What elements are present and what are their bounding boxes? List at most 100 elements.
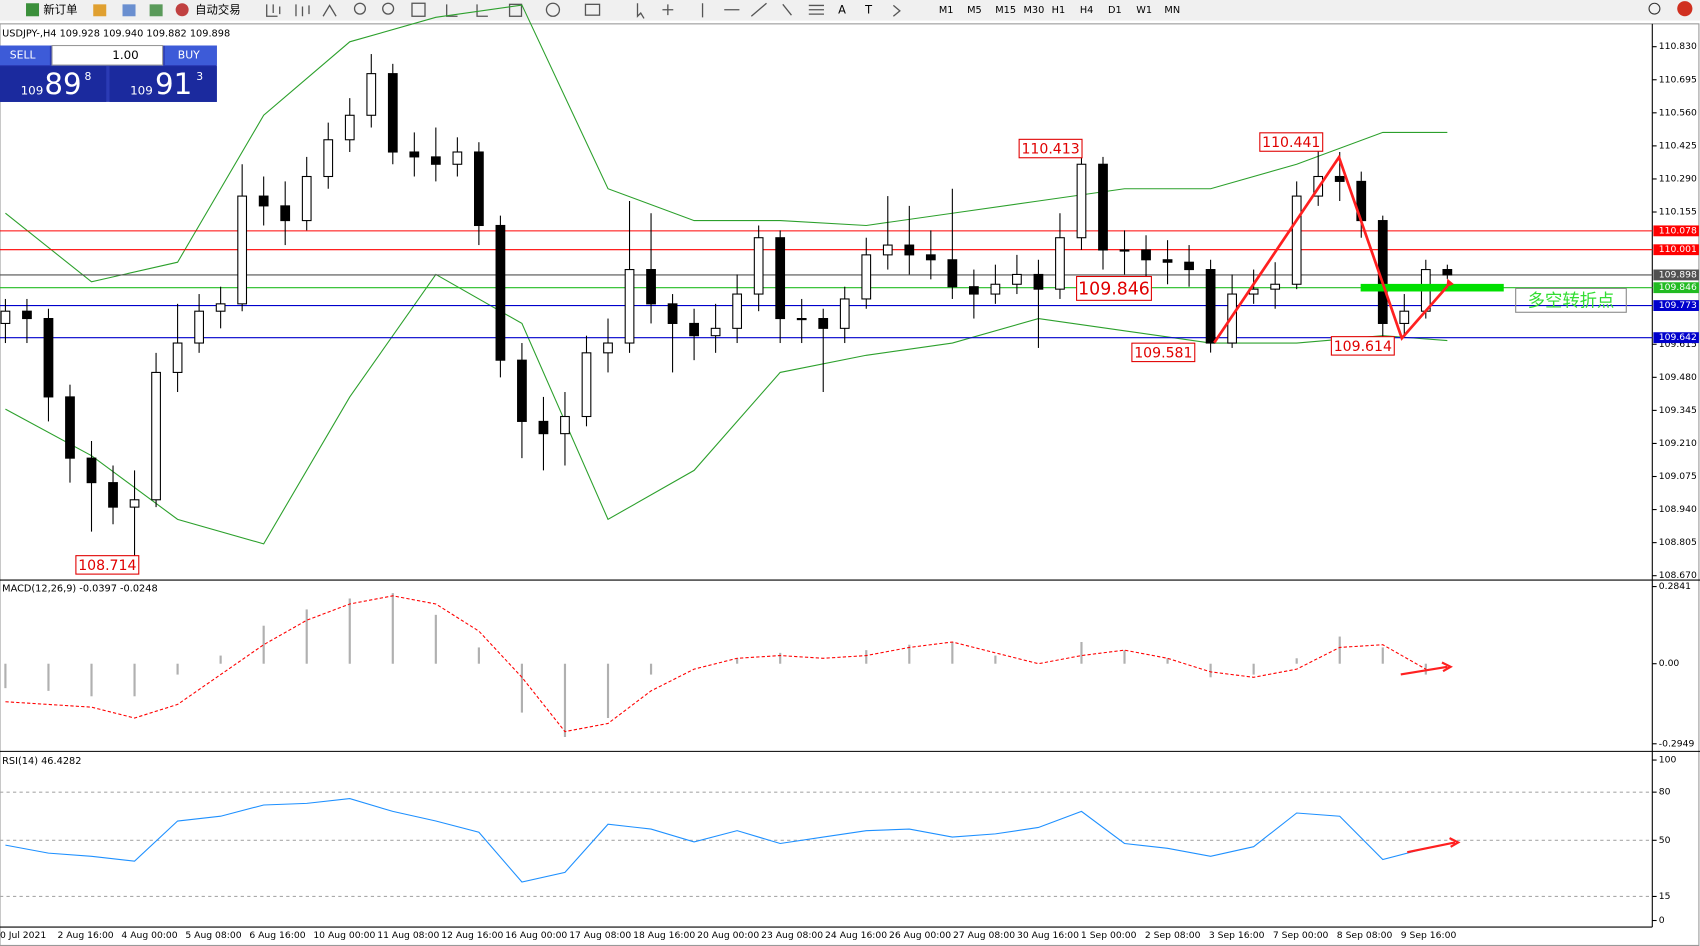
text-tool[interactable]: A: [838, 2, 846, 16]
new-order-button[interactable]: 新订单: [43, 2, 77, 16]
periods[interactable]: [545, 2, 561, 17]
candle-body: [947, 259, 958, 288]
y-tick-label: 109.345: [1659, 405, 1697, 416]
level-tag: [1653, 269, 1699, 281]
candle-body: [65, 396, 75, 459]
tool-icon[interactable]: [322, 4, 337, 17]
tile[interactable]: [411, 2, 426, 17]
buy-label[interactable]: BUY: [178, 48, 200, 61]
candle-body: [818, 318, 829, 329]
y-tick-label: -0.2949: [1659, 738, 1695, 749]
price-annotation-box: [1018, 138, 1083, 159]
candle-body: [301, 175, 312, 222]
timeframe-button[interactable]: H4: [1080, 5, 1094, 16]
sell-button[interactable]: [0, 45, 50, 66]
rsi-title: RSI(14) 46.4282: [2, 756, 81, 767]
y-tick-label: 110.830: [1659, 41, 1697, 52]
candle-body: [1055, 237, 1065, 290]
candle-body: [237, 195, 248, 305]
zoom-in[interactable]: [353, 2, 367, 15]
time-label: 2 Sep 08:00: [1145, 930, 1201, 941]
time-label: 24 Aug 16:00: [825, 930, 887, 941]
candle-body: [1399, 310, 1410, 324]
indicators[interactable]: [508, 3, 523, 17]
candle-body: [1012, 273, 1022, 285]
sell-label[interactable]: SELL: [10, 48, 36, 61]
timeframe-button[interactable]: M1: [939, 5, 954, 16]
lots-value[interactable]: 1.00: [112, 48, 139, 62]
candle-body: [968, 286, 979, 295]
candle-body: [904, 244, 915, 256]
time-label: 7 Sep 00:00: [1273, 930, 1329, 941]
rsi-line: [5, 798, 1426, 883]
candle-body: [560, 415, 570, 435]
zoom-out[interactable]: [382, 2, 395, 15]
timeframe-button[interactable]: M5: [967, 5, 982, 16]
candle-body: [732, 293, 743, 329]
time-label: 16 Aug 00:00: [505, 930, 567, 941]
candle-body: [1291, 195, 1302, 285]
tool-icon[interactable]: [149, 4, 163, 17]
ask-box[interactable]: [109, 66, 217, 102]
bid-main: 89: [44, 67, 81, 101]
candle-body: [839, 298, 850, 329]
timeframe-button[interactable]: MN: [1164, 5, 1180, 16]
ask-main: 91: [155, 67, 192, 101]
candle-body: [194, 310, 204, 344]
auto-trading-button[interactable]: 自动交易: [195, 2, 240, 16]
candle-body: [1205, 269, 1216, 344]
trend-arrow: [1446, 278, 1454, 288]
buy-button[interactable]: [164, 45, 217, 66]
candle-body: [172, 342, 183, 373]
level-label: 109.898: [1659, 269, 1697, 280]
candle-body: [796, 318, 807, 321]
price-annotation-box: [1259, 132, 1324, 152]
candle-body: [1098, 163, 1108, 251]
rsi-arrow: [1407, 837, 1461, 854]
candle-body: [861, 254, 872, 300]
candle-body: [581, 352, 592, 418]
y-tick-label: 110.425: [1659, 140, 1697, 151]
label-tool[interactable]: T: [864, 2, 872, 16]
bid-box[interactable]: [0, 66, 107, 102]
lots-input[interactable]: [51, 44, 164, 66]
drawing-tools[interactable]: [636, 2, 901, 19]
candle-body: [1270, 283, 1281, 290]
candle-body: [1227, 293, 1237, 344]
search[interactable]: [1648, 2, 1661, 15]
time-label: 20 Aug 00:00: [697, 930, 759, 941]
level-tag: [1653, 225, 1699, 237]
candle-body: [366, 73, 377, 116]
bollinger-upper: [5, 4, 1448, 283]
time-label: 18 Aug 16:00: [633, 930, 695, 941]
tool-icon[interactable]: [295, 4, 310, 17]
y-tick-label: 0.00: [1659, 658, 1680, 669]
alerts[interactable]: [1677, 1, 1693, 17]
note-box: [1515, 287, 1627, 313]
candle-body: [129, 499, 140, 508]
timeframe-button[interactable]: W1: [1136, 5, 1152, 16]
tool-icon[interactable]: [266, 4, 281, 17]
time-label: 3 Sep 16:00: [1209, 930, 1265, 941]
y-tick-label: 110.155: [1659, 207, 1697, 218]
y-tick-label: 50: [1659, 835, 1671, 846]
price-annotation-box: [1330, 336, 1395, 356]
y-tick-label: 108.670: [1659, 570, 1697, 581]
price-annotation: 110.413: [1021, 142, 1079, 158]
macd-title: MACD(12,26,9) -0.0397 -0.0248: [2, 584, 158, 595]
timeframe-button[interactable]: M15: [995, 5, 1016, 16]
auto-trading-icon[interactable]: [175, 3, 189, 17]
time-label: 9 Sep 16:00: [1401, 930, 1457, 941]
tool-icon[interactable]: [122, 4, 136, 17]
candle-body: [22, 310, 32, 320]
new-order-icon[interactable]: [26, 3, 40, 17]
chart-tools[interactable]: [266, 2, 901, 19]
tool-icon[interactable]: [93, 4, 107, 17]
y-tick-label: 109.615: [1659, 339, 1697, 350]
timeframe-button[interactable]: M30: [1023, 5, 1044, 16]
price-annotation-box: [1076, 275, 1152, 301]
y-tick-label: 0.2841: [1659, 581, 1691, 592]
timeframe-button[interactable]: H1: [1052, 5, 1066, 16]
templates[interactable]: [584, 3, 601, 16]
timeframe-button[interactable]: D1: [1108, 5, 1122, 16]
